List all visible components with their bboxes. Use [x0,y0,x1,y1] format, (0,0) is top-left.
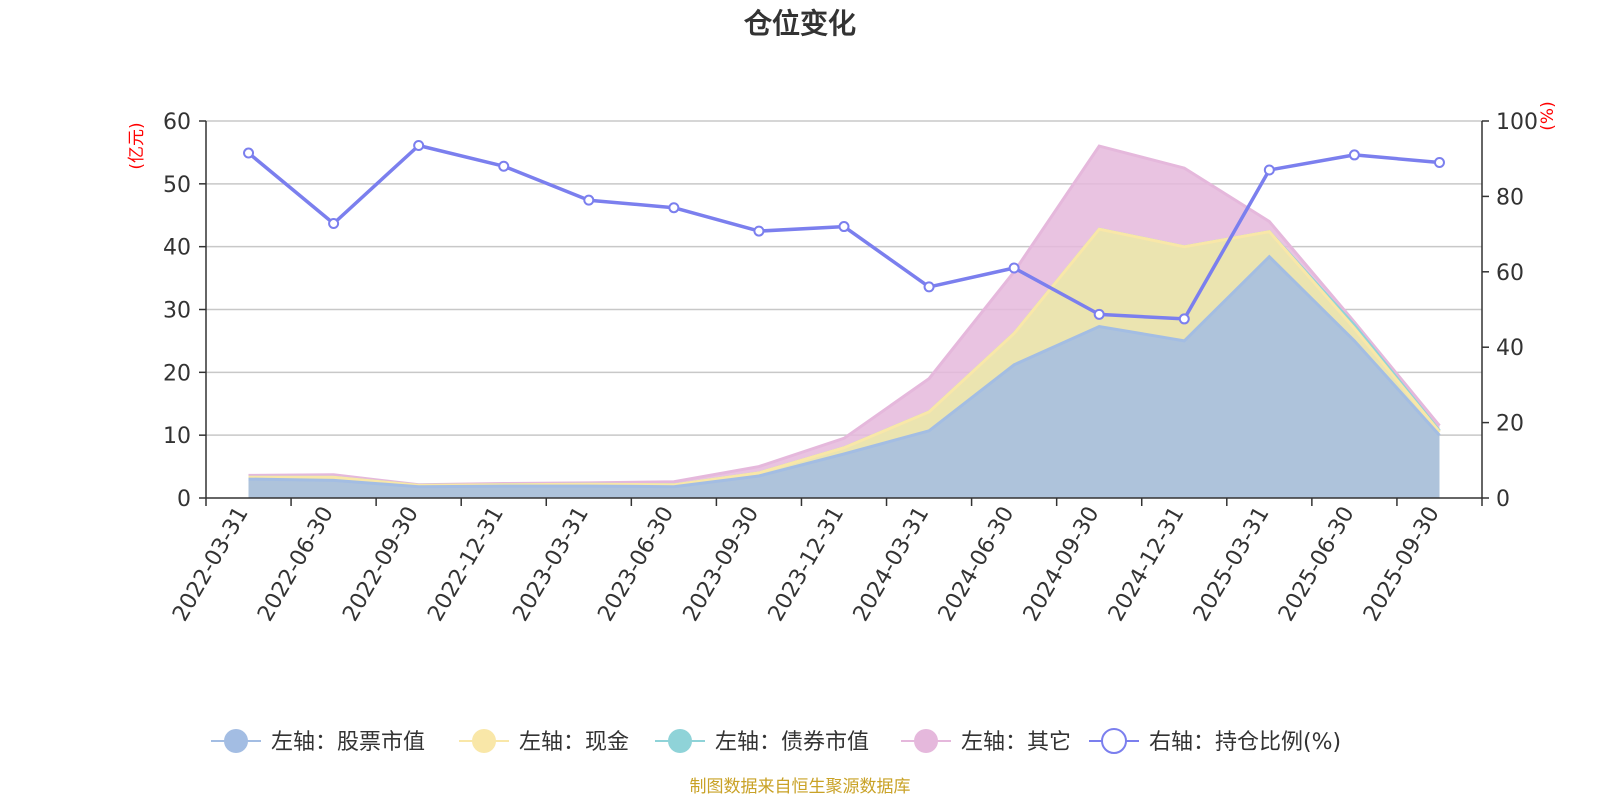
ratio-point-series-4[interactable] [1008,262,1020,274]
ratio-point-series-4[interactable] [753,225,765,237]
x-tick-label: 2024-12-31 [1104,503,1190,626]
x-tick-label: 2025-06-30 [1274,503,1360,626]
legend-label: 左轴：现金 [519,730,629,755]
right-tick-label: 0 [1496,487,1510,512]
legend-item-3[interactable]: 左轴：其它 [901,729,1071,755]
ratio-point-series-4[interactable] [498,160,510,172]
x-tick-labels: 2022-03-31 2022-06-30 2022-09-30 2022-12-31… [168,502,1445,625]
chart-title: 仓位变化 [744,7,856,40]
ratio-point-series-4[interactable] [1178,313,1190,325]
area-edge-series-0 [248,254,1441,489]
ratio-point-series-4[interactable] [838,221,850,233]
x-tick-label: 2024-03-31 [849,503,935,626]
right-tick-label: 20 [1496,412,1524,437]
legend-marker [914,729,938,753]
ratio-point-series-4[interactable] [413,140,425,152]
right-axis-unit: (%) [1538,101,1558,130]
axes: 0 10 20 30 40 50 60 0 20 40 60 80 100 [163,110,1538,512]
ratio-point-series-4[interactable] [1093,308,1105,320]
right-tick-label: 40 [1496,336,1524,361]
ratio-point-series-4[interactable] [243,147,255,159]
legend-marker [472,729,496,753]
legend-item-2[interactable]: 左轴：债券市值 [655,729,869,755]
left-axis-unit: (亿元) [127,122,147,169]
left-tick-label: 10 [163,424,191,449]
legend-item-1[interactable]: 左轴：现金 [459,729,629,755]
legend[interactable]: 左轴：股票市值 左轴：现金 左轴：债券市值 左轴：其它 右轴：持仓比例(%) [211,728,1341,755]
ratio-point-series-4[interactable] [1433,156,1445,168]
area-layers [248,144,1441,498]
right-tick-label: 80 [1496,185,1524,210]
ratio-point-series-4[interactable] [668,202,680,214]
ratio-point-series-4[interactable] [923,281,935,293]
legend-item-0[interactable]: 左轴：股票市值 [211,729,425,755]
left-tick-label: 50 [163,173,191,198]
legend-label: 左轴：债券市值 [715,730,869,755]
legend-marker [668,729,692,753]
x-tick-label: 2024-09-30 [1019,503,1105,626]
x-tick-label: 2025-09-30 [1359,503,1445,626]
right-tick-label: 100 [1496,110,1538,135]
x-tick-label: 2022-06-30 [253,503,339,626]
left-tick-label: 40 [163,236,191,261]
legend-label: 右轴：持仓比例(%) [1149,730,1341,755]
right-tick-label: 60 [1496,261,1524,286]
x-tick-label: 2022-12-31 [423,503,509,626]
x-tick-label: 2023-12-31 [764,503,850,626]
ratio-line-layer [243,140,1445,325]
left-tick-label: 20 [163,361,191,386]
legend-label: 左轴：其它 [961,730,1071,755]
x-tick-label: 2022-03-31 [168,503,254,626]
x-tick-label: 2023-09-30 [679,503,765,626]
ratio-point-series-4[interactable] [328,218,340,230]
left-tick-label: 0 [177,487,191,512]
legend-marker [1101,728,1127,754]
source-note: 制图数据来自恒生聚源数据库 [690,777,911,797]
left-tick-label: 30 [163,299,191,324]
legend-item-4[interactable]: 右轴：持仓比例(%) [1089,728,1341,755]
ratio-point-series-4[interactable] [583,194,595,206]
ratio-point-series-4[interactable] [1348,149,1360,161]
x-tick-label: 2025-03-31 [1189,503,1275,626]
x-tick-label: 2022-09-30 [338,502,424,625]
x-tick-label: 2024-06-30 [934,502,1020,625]
left-tick-label: 60 [163,110,191,135]
legend-label: 左轴：股票市值 [271,730,425,755]
area-series-0 [248,256,1440,498]
x-tick-label: 2023-06-30 [593,503,679,626]
x-tick-label: 2023-03-31 [508,503,594,626]
ratio-point-series-4[interactable] [1263,164,1275,176]
legend-marker [224,729,248,753]
